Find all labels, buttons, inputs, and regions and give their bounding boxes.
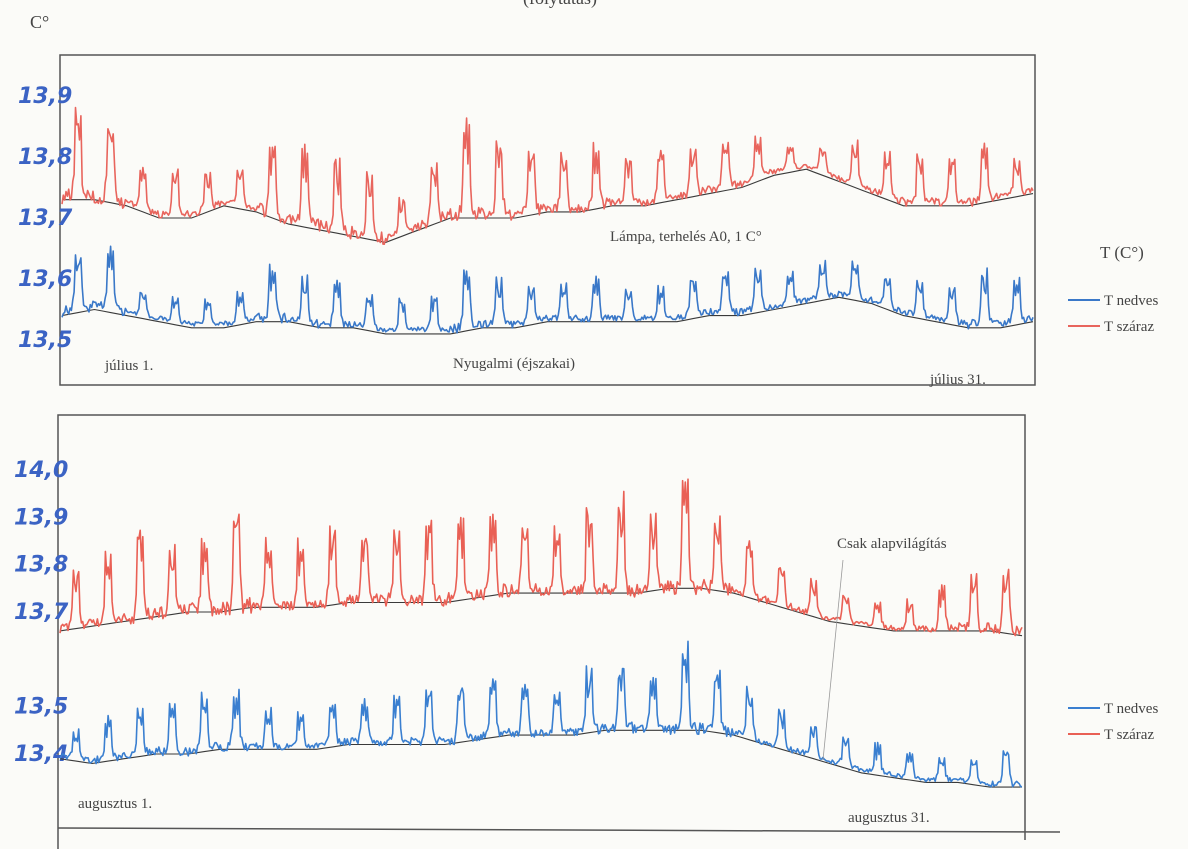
annotation-rest: Nyugalmi (éjszakai): [453, 356, 575, 372]
legend-title: T (C°): [1100, 243, 1144, 262]
chart-july: C° 13,9 13,8 13,7 13,6 13,5 július 1. július…: [18, 12, 1158, 388]
baseline-axis: [57, 827, 1061, 833]
y-tick-label: 13,9: [18, 84, 72, 109]
y-tick-label: 13,8: [14, 553, 68, 578]
plot-frame: [59, 54, 1036, 386]
x-end-label: augusztus 31.: [848, 810, 930, 826]
legend-label-szaraz: T száraz: [1104, 319, 1154, 335]
annotation-lamp: Lámpa, terhelés A0, 1 C°: [610, 229, 762, 245]
legend-label-nedves: T nedves: [1104, 293, 1158, 309]
series-line-nedves: [59, 640, 1023, 788]
y-tick-label: 13,4: [14, 742, 68, 767]
x-end-label: július 31.: [929, 372, 986, 388]
y-tick-label: 13,9: [14, 505, 68, 530]
y-ticks: 13,9 13,8 13,7 13,6 13,5: [18, 84, 73, 353]
legend-label-szaraz: T száraz: [1104, 727, 1154, 743]
x-start-label: július 1.: [104, 358, 153, 374]
y-ticks: 14,0 13,9 13,8 13,7 13,5 13,4: [14, 458, 69, 767]
legend: T (C°) T nedves T száraz: [1068, 243, 1158, 335]
y-tick-label: 13,8: [18, 145, 72, 170]
y-tick-label: 13,5: [18, 328, 72, 353]
y-tick-label: 13,7: [14, 600, 69, 625]
series-line-nedves: [61, 245, 1034, 334]
series-lines: [59, 478, 1023, 788]
legend: T nedves T száraz: [1068, 701, 1158, 743]
legend-label-nedves: T nedves: [1104, 701, 1158, 717]
series-line-szaraz: [61, 106, 1034, 245]
trend-line: [61, 296, 1034, 335]
y-axis-label: C°: [30, 12, 49, 32]
plot-frame: [57, 414, 1026, 849]
y-tick-label: 13,5: [14, 695, 68, 720]
chart-august: 14,0 13,9 13,8 13,7 13,5 13,4 augusztus 1. au…: [14, 414, 1158, 849]
series-lines: [61, 106, 1034, 335]
trend-line: [59, 729, 1022, 788]
header-fragment: (folytatás): [523, 0, 597, 9]
trend-line: [62, 168, 1034, 243]
series-line-szaraz: [59, 478, 1023, 637]
x-start-label: augusztus 1.: [78, 796, 152, 812]
y-tick-label: 14,0: [14, 458, 68, 483]
annotation-base-light: Csak alapvilágítás: [837, 536, 947, 552]
annotation-pointer: [822, 559, 844, 761]
y-tick-label: 13,6: [18, 267, 72, 292]
y-tick-label: 13,7: [18, 206, 73, 231]
